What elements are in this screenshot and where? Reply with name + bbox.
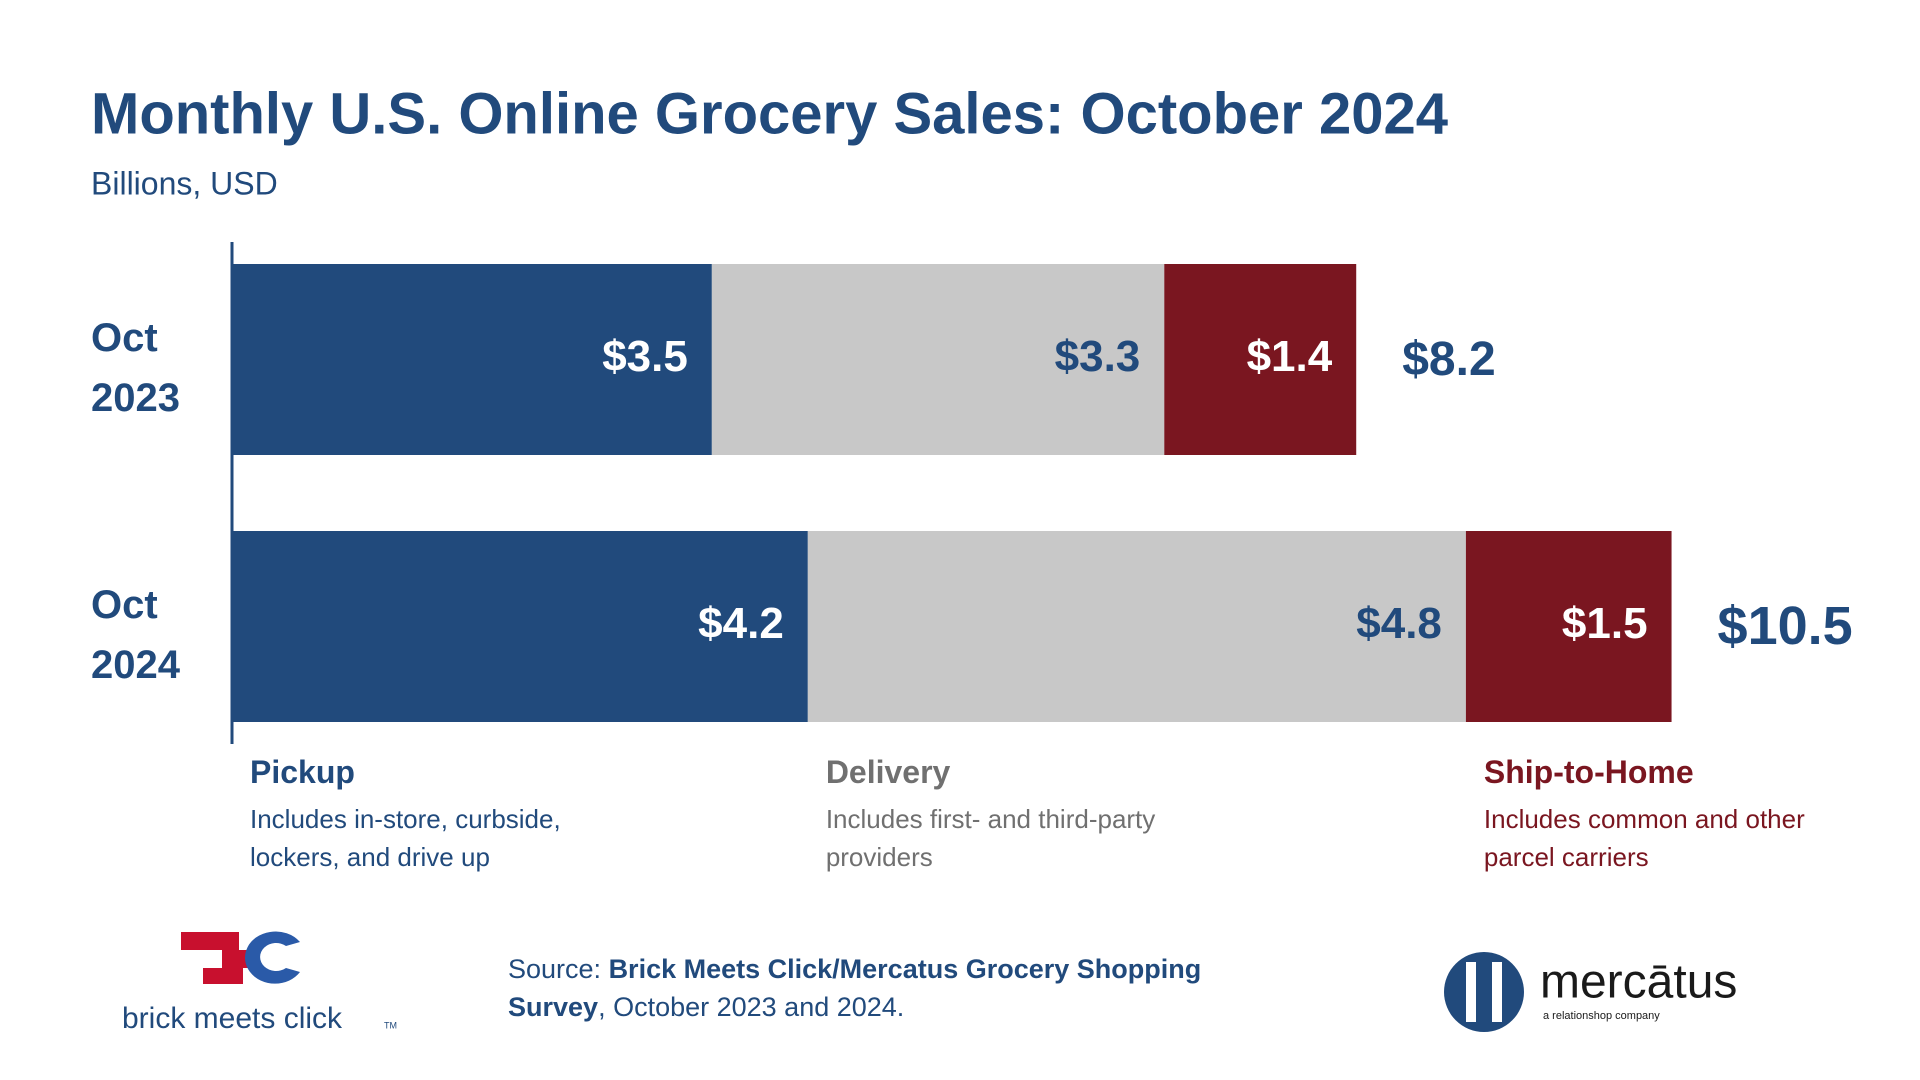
value-label: $3.3	[1055, 332, 1141, 381]
legend-name: Delivery	[825, 754, 951, 790]
bar-segment	[1465, 531, 1672, 722]
chart-subtitle: Billions, USD	[91, 165, 278, 201]
category-label: Oct 2024	[91, 582, 180, 687]
total-label: $8.2	[1402, 333, 1495, 386]
brick-logo-text: brick meets click	[122, 1002, 343, 1035]
mercatus-logo: mercātus a relationshop company	[1444, 952, 1737, 1032]
legend-description: Includes common and other parcel carrier…	[1483, 804, 1805, 872]
value-label: $3.5	[602, 332, 688, 381]
legend-name: Pickup	[250, 754, 355, 790]
bar-segment	[232, 264, 712, 455]
brick-logo-tm: TM	[384, 1020, 397, 1030]
legend-name: Ship-to-Home	[1483, 754, 1694, 790]
source-name: Brick Meets Click/Mercatus Grocery Shopp…	[508, 954, 1202, 1022]
category-label: Oct 2023	[91, 315, 180, 420]
value-label: $4.2	[698, 599, 784, 648]
legend-description: Includes in-store, curbside, lockers, an…	[250, 804, 561, 872]
source-suffix: , October 2023 and 2024.	[598, 992, 905, 1022]
bar-segment	[1164, 264, 1357, 455]
value-label: $4.8	[1356, 599, 1442, 648]
bar-segment	[711, 264, 1165, 455]
bar-segment	[232, 531, 808, 722]
mercatus-tagline: a relationshop company	[1543, 1010, 1660, 1022]
brick-logo: brick meets click TM	[122, 931, 397, 1035]
bar-segment	[807, 531, 1466, 722]
source-note: Source: Brick Meets Click/Mercatus Groce…	[508, 950, 1298, 1026]
chart-title: Monthly U.S. Online Grocery Sales: Octob…	[91, 81, 1448, 146]
legend-description: Includes first- and third-party provider…	[825, 804, 1156, 872]
value-label: $1.5	[1562, 599, 1648, 648]
source-prefix: Source:	[508, 954, 609, 984]
value-label: $1.4	[1247, 332, 1333, 381]
total-label: $10.5	[1718, 596, 1853, 656]
mercatus-logo-text: mercātus	[1540, 956, 1737, 1009]
